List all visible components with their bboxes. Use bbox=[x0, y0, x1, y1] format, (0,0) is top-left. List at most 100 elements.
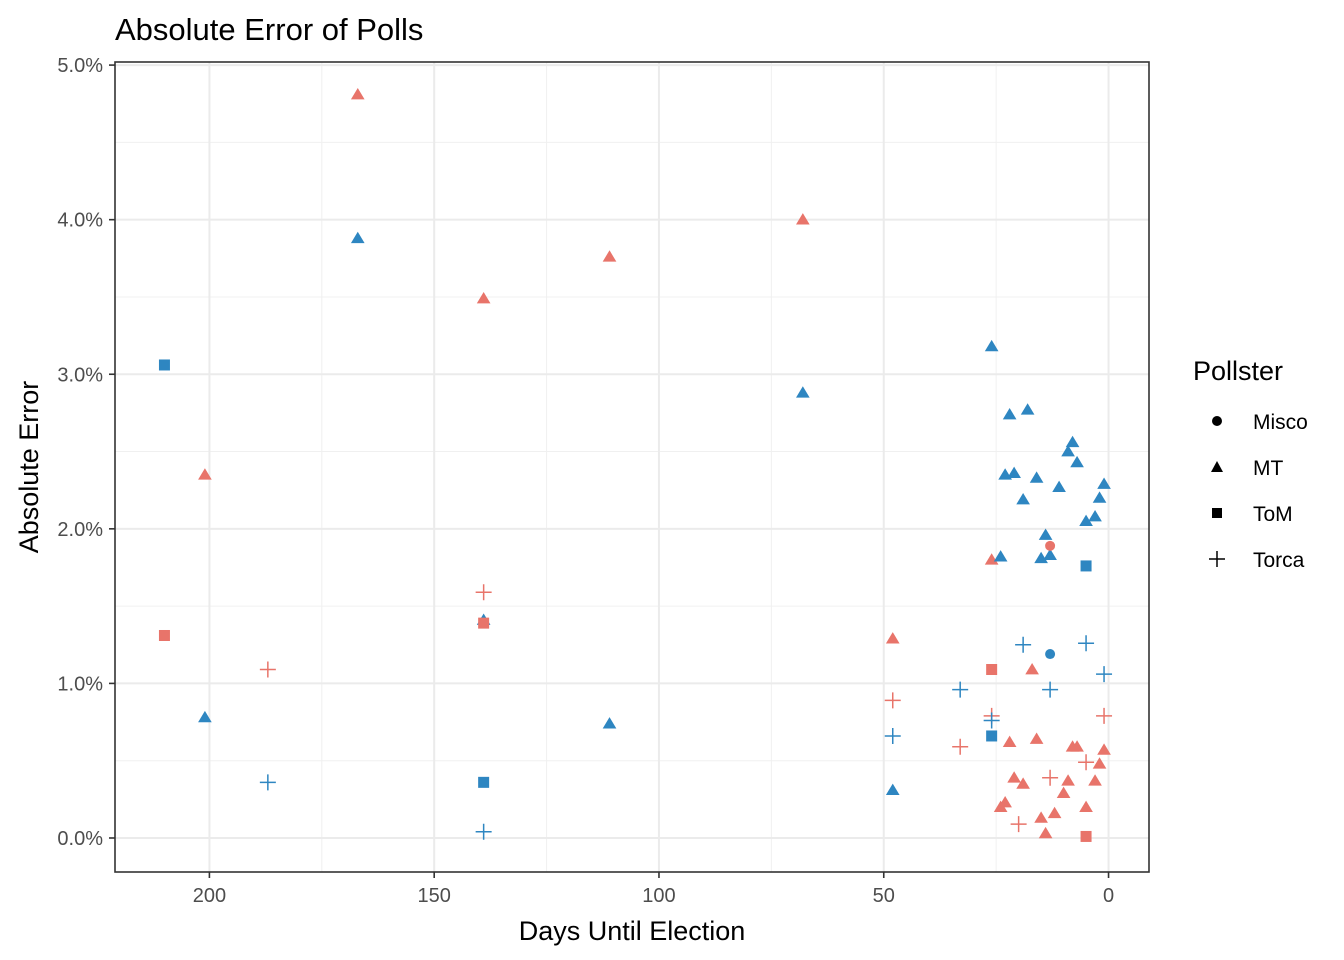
legend-title: Pollster bbox=[1193, 356, 1283, 386]
legend-label: ToM bbox=[1253, 503, 1293, 526]
legend: Pollster Misco MT ToM Torca bbox=[1193, 356, 1308, 572]
data-point bbox=[158, 359, 170, 371]
data-point bbox=[885, 632, 900, 644]
data-point bbox=[1047, 806, 1062, 819]
data-point bbox=[602, 250, 617, 262]
data-point bbox=[1034, 551, 1048, 564]
data-point bbox=[993, 550, 1008, 562]
legend-label: Misco bbox=[1253, 411, 1308, 434]
chart-title: Absolute Error of Polls bbox=[115, 12, 423, 47]
data-point bbox=[158, 629, 170, 641]
data-point bbox=[1088, 774, 1102, 786]
y-axis-title: Absolute Error bbox=[14, 381, 44, 554]
data-point bbox=[1002, 407, 1017, 420]
data-point bbox=[476, 292, 491, 304]
data-point bbox=[602, 717, 617, 729]
legend-label: Torca bbox=[1253, 549, 1305, 572]
x-tick-label: 150 bbox=[418, 885, 451, 907]
data-point bbox=[1088, 509, 1102, 522]
data-point bbox=[198, 468, 212, 480]
data-point bbox=[1045, 649, 1056, 660]
data-point bbox=[475, 584, 492, 601]
data-point bbox=[952, 681, 969, 698]
data-point bbox=[1042, 681, 1059, 698]
data-point bbox=[1029, 471, 1044, 483]
data-point bbox=[475, 823, 492, 840]
data-point bbox=[1025, 663, 1039, 675]
legend-label: MT bbox=[1253, 457, 1283, 480]
data-point bbox=[984, 339, 999, 352]
legend-key-icon bbox=[1212, 416, 1222, 426]
data-point bbox=[1045, 540, 1056, 551]
data-point bbox=[1079, 514, 1093, 526]
data-point bbox=[998, 795, 1012, 808]
x-tick-label: 0 bbox=[1103, 885, 1114, 907]
data-point bbox=[1096, 666, 1113, 683]
data-point bbox=[1078, 635, 1095, 652]
data-point bbox=[1052, 480, 1066, 492]
data-point bbox=[1079, 800, 1093, 812]
data-point bbox=[984, 553, 999, 565]
data-point bbox=[1097, 743, 1111, 755]
legend-key-icon bbox=[1209, 551, 1225, 567]
data-point bbox=[478, 617, 490, 629]
data-point bbox=[986, 664, 998, 675]
data-point bbox=[1002, 735, 1017, 748]
data-point bbox=[796, 213, 810, 225]
y-tick-label: 1.0% bbox=[57, 673, 103, 695]
data-point bbox=[350, 231, 365, 244]
data-point bbox=[885, 783, 900, 795]
data-point bbox=[1010, 816, 1027, 833]
data-point bbox=[1096, 707, 1113, 724]
x-tick-label: 50 bbox=[873, 885, 895, 907]
legend-key-icon bbox=[1211, 461, 1223, 472]
data-point bbox=[1078, 754, 1095, 771]
data-point bbox=[1070, 455, 1084, 468]
data-point bbox=[1080, 560, 1092, 572]
data-point bbox=[983, 712, 1000, 729]
y-tick-label: 2.0% bbox=[57, 519, 103, 541]
data-point bbox=[350, 87, 365, 100]
data-point bbox=[1034, 811, 1048, 823]
data-point bbox=[478, 776, 490, 788]
x-axis-title: Days Until Election bbox=[519, 916, 746, 946]
data-point bbox=[1007, 466, 1021, 479]
data-point bbox=[1042, 769, 1059, 786]
data-point bbox=[1038, 528, 1053, 540]
data-point bbox=[1020, 403, 1035, 415]
data-point bbox=[1092, 491, 1107, 503]
data-point bbox=[884, 727, 901, 744]
y-tick-label: 3.0% bbox=[57, 364, 103, 386]
legend-key-icon bbox=[1212, 508, 1222, 518]
data-point bbox=[952, 738, 969, 755]
data-point bbox=[1016, 492, 1030, 505]
data-point bbox=[1038, 826, 1053, 839]
data-point bbox=[1065, 435, 1080, 448]
data-point bbox=[1015, 636, 1032, 653]
x-tick-label: 100 bbox=[642, 885, 675, 907]
data-points bbox=[158, 87, 1113, 842]
data-point bbox=[986, 730, 998, 742]
data-point bbox=[1056, 786, 1071, 799]
axes: 200 150 100 50 0 0.0% 1.0% 2.0% 3.0% 4.0% 5.0% bbox=[57, 55, 1114, 907]
data-point bbox=[198, 710, 212, 723]
x-tick-label: 200 bbox=[193, 885, 226, 907]
data-point bbox=[1043, 548, 1057, 560]
data-point bbox=[1061, 445, 1075, 457]
y-tick-label: 0.0% bbox=[57, 828, 103, 850]
data-point bbox=[1016, 777, 1030, 789]
data-point bbox=[1029, 732, 1044, 744]
y-tick-label: 4.0% bbox=[57, 210, 103, 232]
data-point bbox=[884, 692, 901, 709]
data-point bbox=[1065, 740, 1080, 752]
y-tick-label: 5.0% bbox=[57, 55, 103, 77]
data-point bbox=[1061, 774, 1075, 786]
data-point bbox=[1092, 757, 1107, 769]
data-point bbox=[259, 661, 276, 678]
data-point bbox=[796, 386, 810, 398]
grid bbox=[115, 62, 1149, 872]
data-point bbox=[259, 774, 276, 791]
data-point bbox=[1080, 830, 1092, 842]
plot-panel-border bbox=[114, 61, 1150, 873]
